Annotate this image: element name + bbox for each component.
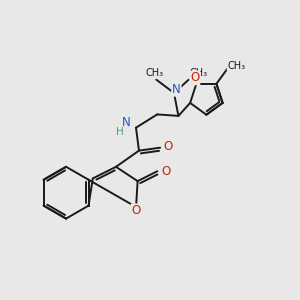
Text: CH₃: CH₃ — [190, 68, 208, 78]
Text: H: H — [116, 127, 124, 137]
Text: N: N — [172, 83, 181, 96]
Text: O: O — [131, 204, 141, 217]
Text: O: O — [190, 71, 200, 84]
Text: CH₃: CH₃ — [227, 61, 246, 71]
Text: CH₃: CH₃ — [146, 68, 164, 78]
Text: O: O — [164, 140, 173, 153]
Text: N: N — [122, 116, 131, 129]
Text: O: O — [161, 165, 170, 178]
